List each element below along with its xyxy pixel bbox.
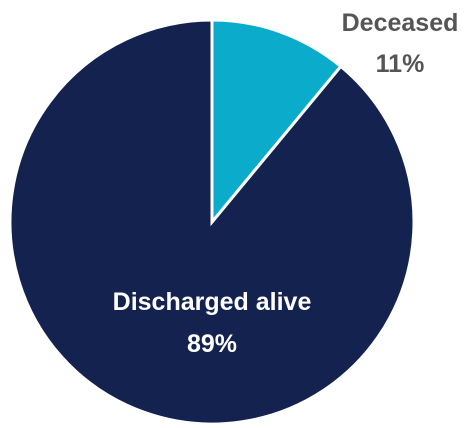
pie-slice-deceased xyxy=(210,18,343,227)
pie-slices xyxy=(8,18,416,426)
slice-label-deceased: Deceased xyxy=(342,9,459,37)
slice-label-discharged-alive: Discharged alive xyxy=(113,288,312,316)
slice-value-discharged-alive: 89% xyxy=(187,330,237,358)
pie-labels: Deceased 11% Discharged alive 89% xyxy=(113,9,459,358)
slice-value-deceased: 11% xyxy=(376,50,425,78)
